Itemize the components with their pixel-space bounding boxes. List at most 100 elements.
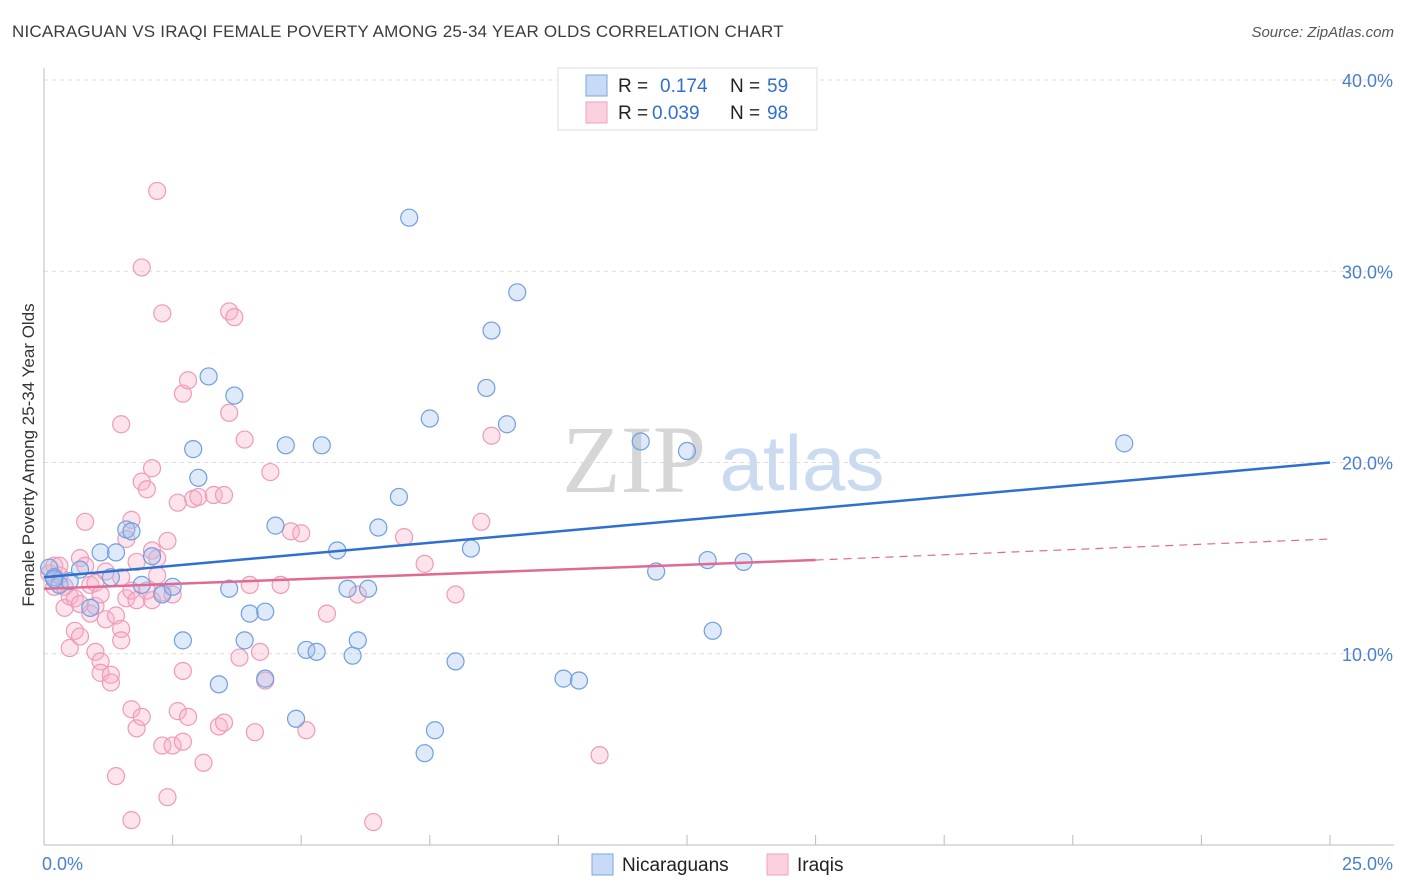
iraqis-point: [137, 480, 156, 499]
nicaraguans-point: [173, 631, 192, 650]
iraqis-point: [250, 642, 270, 661]
nicaraguans-point: [307, 642, 326, 661]
iraqis-point: [590, 746, 609, 765]
iraqis-point: [96, 610, 115, 629]
y-tick-label: 30.0%: [1342, 262, 1393, 282]
iraqis-point: [106, 767, 126, 786]
iraqis-point: [178, 707, 198, 726]
nicaraguans-point: [338, 579, 357, 598]
iraqis-point: [65, 621, 84, 640]
nicaraguans-point: [91, 543, 110, 562]
nicaraguans-point: [225, 386, 244, 405]
x-tick-label: 25.0%: [1342, 854, 1393, 874]
y-tick-label: 10.0%: [1342, 645, 1393, 665]
iraqis-trend-extension: [815, 538, 1331, 561]
iraqis-point: [153, 304, 172, 323]
y-tick-label: 20.0%: [1342, 454, 1393, 474]
iraqis-point: [297, 721, 316, 740]
nicaraguans-point: [312, 436, 331, 455]
nicaraguans-point: [184, 440, 203, 459]
axes: [43, 68, 1394, 846]
iraqis-point: [163, 736, 182, 755]
nicaraguans-point: [199, 367, 218, 386]
iraqis-point: [101, 665, 120, 684]
nicaraguans-point: [276, 436, 295, 455]
nicaraguans-point: [343, 646, 362, 665]
iraqis-point: [364, 812, 383, 832]
nicaraguans-point: [209, 675, 228, 694]
iraqis-points: [40, 181, 609, 832]
iraqis-point: [101, 673, 120, 692]
iraqis-point: [292, 524, 311, 543]
watermark-zip: ZIP: [562, 406, 706, 513]
nicaraguans-point: [358, 579, 378, 598]
legend-n-value-iraqis: 98: [767, 103, 788, 124]
trend-lines: [43, 461, 1331, 590]
iraqis-point: [132, 258, 151, 277]
iraqis-point: [173, 732, 192, 751]
nicaraguans-point: [1115, 434, 1134, 453]
nicaraguans-point: [256, 669, 275, 688]
nicaraguans-point: [163, 577, 182, 596]
nicaraguans-point: [400, 208, 419, 227]
nicaraguans-point: [240, 604, 259, 623]
bottom-legend-nicaraguans: Nicaraguans: [622, 855, 729, 876]
bottom-legend-iraqis: Iraqis: [797, 855, 843, 876]
iraqis-point: [261, 462, 280, 482]
chart-source: Source: ZipAtlas.com: [1251, 24, 1394, 41]
iraqis-point: [446, 585, 465, 604]
y-tick-label: 40.0%: [1342, 71, 1393, 91]
grid-lines: [44, 79, 1394, 655]
nicaraguans-point: [348, 631, 367, 650]
nicaraguans-point: [703, 621, 722, 640]
nicaraguans-point: [569, 671, 589, 690]
nicaraguans-point: [477, 378, 496, 398]
nicaraguans-point: [142, 547, 162, 566]
iraqis-point: [168, 702, 187, 721]
iraqis-point: [163, 585, 182, 604]
iraqis-point: [472, 512, 491, 531]
iraqis-point: [106, 606, 126, 625]
nicaraguans-point: [389, 487, 409, 507]
iraqis-point: [348, 585, 367, 604]
iraqis-point: [158, 788, 177, 807]
iraqis-point: [86, 642, 105, 661]
iraqis-point: [168, 493, 187, 512]
legend-n-value-nicaraguans: 59: [767, 76, 788, 97]
iraqis-point: [112, 631, 131, 650]
iraqis-point: [173, 661, 192, 681]
legend-swatch-nicaraguans: [585, 74, 608, 97]
iraqis-point: [70, 627, 90, 646]
iraqis-point: [415, 554, 434, 573]
legend-n-label: N =: [730, 103, 760, 124]
iraqis-point: [204, 485, 223, 505]
iraqis-point: [132, 707, 151, 726]
nicaraguans-point: [497, 415, 517, 434]
iraqis-point: [482, 426, 501, 445]
iraqis-point: [220, 302, 239, 321]
iraqis-point: [153, 736, 172, 755]
iraqis-point: [214, 713, 234, 732]
legend-r-label: R =: [618, 103, 648, 124]
legend: R = 0.174 N = 59 R = 0.039 N = 98: [557, 67, 818, 131]
iraqis-point: [178, 371, 198, 390]
bottom-legend-swatch-nicaraguans: [591, 853, 614, 876]
iraqis-point: [235, 430, 254, 449]
iraqis-point: [65, 589, 84, 608]
iraqis-point: [76, 512, 95, 531]
nicaraguans-point: [446, 652, 465, 671]
tick-labels: 10.0% 20.0% 30.0% 40.0% 0.0% 25.0%: [42, 71, 1393, 874]
iraqis-point: [220, 403, 239, 422]
nicaraguans-point: [482, 321, 501, 340]
nicaraguans-point: [554, 669, 573, 688]
bottom-legend: Nicaraguans Iraqis: [591, 853, 843, 876]
nicaraguans-point: [256, 602, 275, 621]
iraqis-point: [214, 485, 234, 505]
iraqis-point: [173, 384, 192, 403]
iraqis-trend-line: [43, 558, 816, 590]
nicaraguans-point: [369, 518, 388, 537]
nicaraguans-point: [420, 409, 439, 428]
legend-n-label: N =: [730, 76, 760, 97]
iraqis-point: [194, 753, 213, 772]
